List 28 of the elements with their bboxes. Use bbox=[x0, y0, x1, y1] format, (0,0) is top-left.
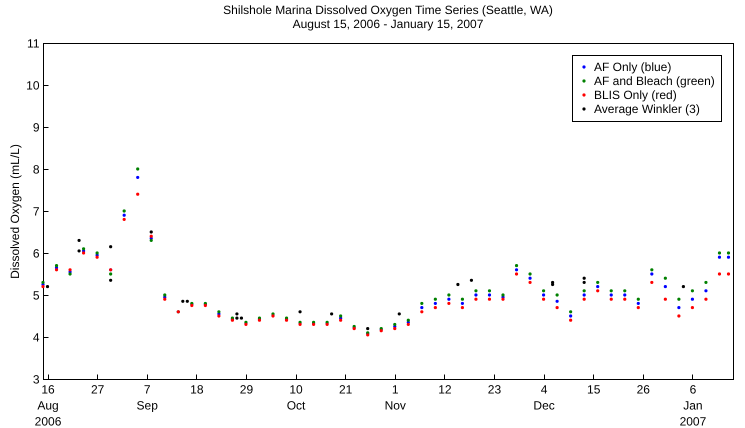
x-tick-label: 4 Dec bbox=[533, 382, 555, 412]
x-tick-label: 12 bbox=[438, 382, 452, 396]
x-tick-label: 18 bbox=[190, 382, 204, 396]
legend-label: BLIS Only (red) bbox=[594, 88, 677, 102]
y-tick-label: 7 bbox=[32, 204, 40, 218]
legend-label: AF Only (blue) bbox=[594, 60, 672, 74]
x-tick-label: 23 bbox=[488, 382, 502, 396]
chart-title: Shilshole Marina Dissolved Oxygen Time Series (Seattle, WA) bbox=[223, 3, 553, 17]
x-tick-label: 26 bbox=[636, 382, 650, 396]
x-tick-label: 29 bbox=[240, 382, 254, 396]
x-tick-label: 27 bbox=[90, 382, 105, 396]
x-tick-label: 10 Oct bbox=[286, 382, 306, 412]
x-tick-label: 1 Nov bbox=[384, 382, 406, 412]
x-tick-label: 21 bbox=[338, 382, 353, 396]
y-tick-label: 4 bbox=[32, 330, 40, 344]
y-tick-label: 9 bbox=[32, 120, 40, 134]
y-tick-label: 10 bbox=[26, 78, 40, 92]
chart-subtitle: August 15, 2006 - January 15, 2007 bbox=[292, 17, 484, 31]
x-tick-label: 15 bbox=[587, 382, 601, 396]
y-tick-label: 6 bbox=[32, 246, 40, 260]
y-tick-label: 11 bbox=[27, 36, 40, 50]
y-axis-title: Dissolved Oxygen (mL/L) bbox=[8, 144, 22, 279]
legend-label: AF and Bleach (green) bbox=[594, 74, 715, 88]
y-tick-label: 5 bbox=[32, 288, 40, 302]
legend-label: Average Winkler (3) bbox=[594, 102, 700, 116]
y-tick-label: 8 bbox=[32, 162, 40, 176]
x-tick-label: 6 Jan 2007 bbox=[680, 382, 707, 428]
x-tick-label: 7 Sep bbox=[136, 382, 158, 412]
